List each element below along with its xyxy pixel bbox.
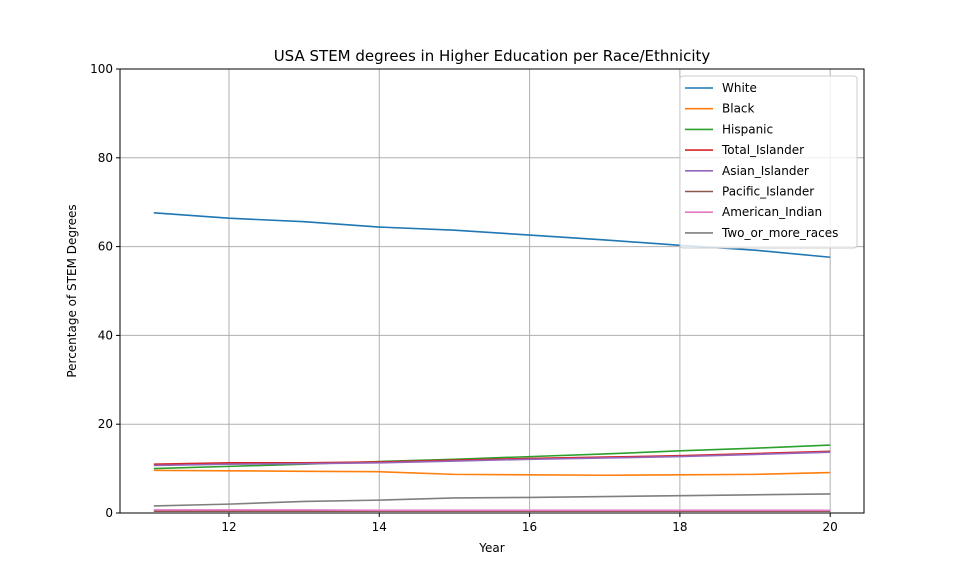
x-tick-label: 12: [221, 520, 236, 534]
legend-label: Pacific_Islander: [722, 185, 814, 199]
y-tick-label: 0: [105, 506, 113, 520]
legend-label: Asian_Islander: [722, 164, 809, 178]
y-axis-label: Percentage of STEM Degrees: [65, 204, 79, 377]
x-tick-label: 18: [672, 520, 687, 534]
y-tick-label: 20: [98, 417, 113, 431]
legend: White Black Hispanic Total_Islander Asian_Is…: [680, 76, 857, 248]
legend-label: American_Indian: [722, 205, 822, 219]
series-line-hispanic: [154, 445, 830, 469]
series-line-two-or-more-races: [154, 494, 830, 506]
y-tick-label: 100: [90, 62, 113, 76]
legend-box: [680, 76, 857, 248]
legend-label: Black: [722, 102, 755, 116]
x-tick-label: 16: [522, 520, 537, 534]
series-line-black: [154, 470, 830, 475]
series-lines: [154, 213, 830, 511]
chart-title: USA STEM degrees in Higher Education per…: [274, 47, 711, 65]
y-tick-label: 40: [98, 328, 113, 342]
y-tick-label: 60: [98, 240, 113, 254]
y-tick-label: 80: [98, 151, 113, 165]
x-tick-label: 20: [823, 520, 838, 534]
legend-label: Two_or_more_races: [721, 226, 838, 240]
legend-label: Hispanic: [722, 122, 773, 136]
x-axis-label: Year: [478, 541, 504, 555]
legend-label: Total_Islander: [721, 143, 804, 157]
x-tick-label: 14: [372, 520, 387, 534]
legend-label: White: [722, 81, 757, 95]
